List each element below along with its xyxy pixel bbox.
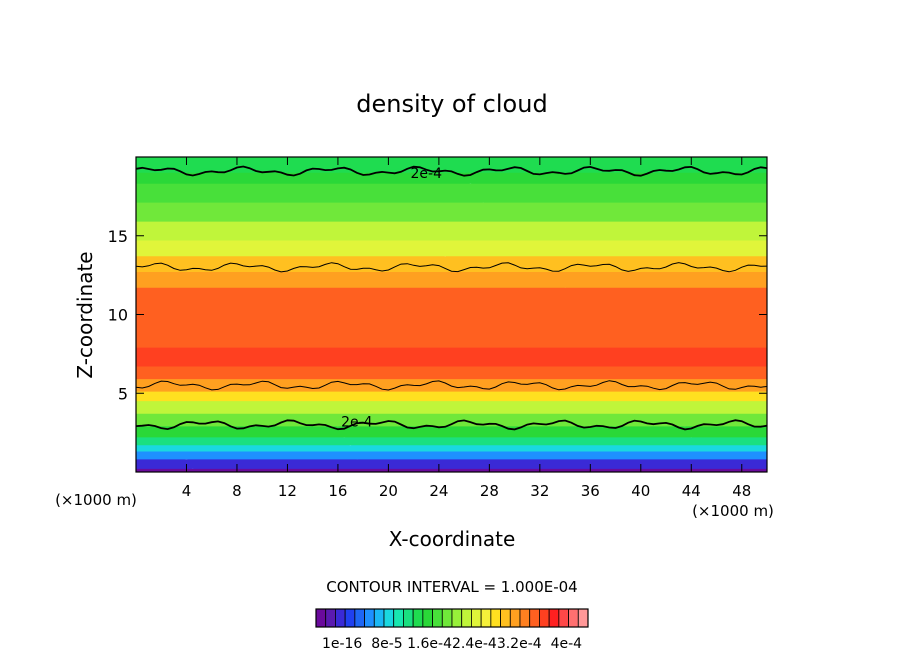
colorbar-swatch <box>335 608 346 628</box>
colorbar <box>315 608 589 628</box>
x-tick-label: 12 <box>278 482 297 500</box>
colorbar-swatch <box>539 608 550 628</box>
colorbar-swatch <box>500 608 511 628</box>
x-tick-label: 28 <box>480 482 499 500</box>
y-axis-label: Z-coordinate <box>73 251 97 378</box>
x-tick-label: 44 <box>682 482 701 500</box>
colorbar-swatch <box>490 608 501 628</box>
contour-labels: 2e-4 2e-4 <box>341 166 443 431</box>
x-tick-label: 24 <box>429 482 448 500</box>
colorbar-swatch <box>548 608 560 628</box>
x-tick-label: 32 <box>530 482 549 500</box>
colorbar-labels: 1e-16 8e-5 1.6e-42.4e-43.2e-4 4e-4 <box>322 636 582 652</box>
colorbar-swatch <box>577 608 589 628</box>
contour-band <box>136 357 767 380</box>
colorbar-swatch <box>393 608 404 628</box>
contour-band <box>136 450 767 469</box>
y-tick-label: 10 <box>108 306 128 325</box>
contour-line <box>136 419 767 431</box>
colorbar-swatch <box>568 608 579 628</box>
y-tick-label: 5 <box>118 384 128 403</box>
contour-line <box>136 165 767 177</box>
y-tick-label: 15 <box>108 227 128 246</box>
x-tick-label: 8 <box>232 482 242 500</box>
colorbar-swatch <box>461 608 472 628</box>
y-axis: 5 10 15 <box>108 227 767 403</box>
colorbar-swatch <box>354 608 365 628</box>
colorbar-swatch <box>432 608 443 628</box>
contour-interval-text: CONTOUR INTERVAL = 1.000E-04 <box>326 578 577 596</box>
x-axis: 4 8 12 16 20 24 28 32 36 40 44 48 <box>182 157 751 500</box>
colorbar-swatch <box>412 608 424 628</box>
contour-line <box>136 262 767 273</box>
colorbar-swatch <box>519 608 531 628</box>
colorbar-swatch <box>422 608 433 628</box>
x-tick-label: 36 <box>581 482 600 500</box>
colorbar-frame <box>315 608 589 628</box>
x-axis-label: X-coordinate <box>389 527 516 551</box>
colorbar-swatch <box>325 608 336 628</box>
colorbar-swatch <box>558 608 569 628</box>
contour-line <box>136 380 767 391</box>
colorbar-swatch <box>364 608 375 628</box>
x-tick-label: 48 <box>732 482 751 500</box>
colorbar-swatch <box>509 608 521 628</box>
colorbar-swatch <box>441 608 453 628</box>
x-unit-left: (×1000 m) <box>55 491 137 509</box>
colorbar-swatch <box>471 608 482 628</box>
x-tick-label: 16 <box>328 482 347 500</box>
colorbar-swatch <box>529 608 540 628</box>
x-tick-label: 40 <box>631 482 650 500</box>
contour-fill <box>136 157 767 472</box>
chart-title: density of cloud <box>356 90 547 118</box>
contour-band <box>136 157 767 173</box>
colorbar-swatch <box>373 608 385 628</box>
contour-band <box>136 278 767 348</box>
colorbar-swatch <box>315 608 327 628</box>
contour-label: 2e-4 <box>341 415 373 431</box>
colorbar-swatch <box>383 608 395 628</box>
contour-lines <box>136 165 767 431</box>
x-tick-label: 4 <box>182 482 192 500</box>
colorbar-swatch <box>480 608 492 628</box>
contour-label: 2e-4 <box>411 166 443 182</box>
x-unit-right: (×1000 m) <box>692 502 774 520</box>
x-tick-label: 20 <box>379 482 398 500</box>
colorbar-swatch <box>344 608 356 628</box>
colorbar-swatch <box>403 608 414 628</box>
colorbar-swatch <box>451 608 463 628</box>
